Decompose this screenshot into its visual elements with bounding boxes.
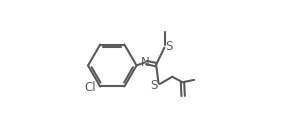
Text: N: N xyxy=(141,56,150,69)
Text: Cl: Cl xyxy=(85,81,96,94)
Text: S: S xyxy=(165,40,173,53)
Text: S: S xyxy=(151,78,158,92)
